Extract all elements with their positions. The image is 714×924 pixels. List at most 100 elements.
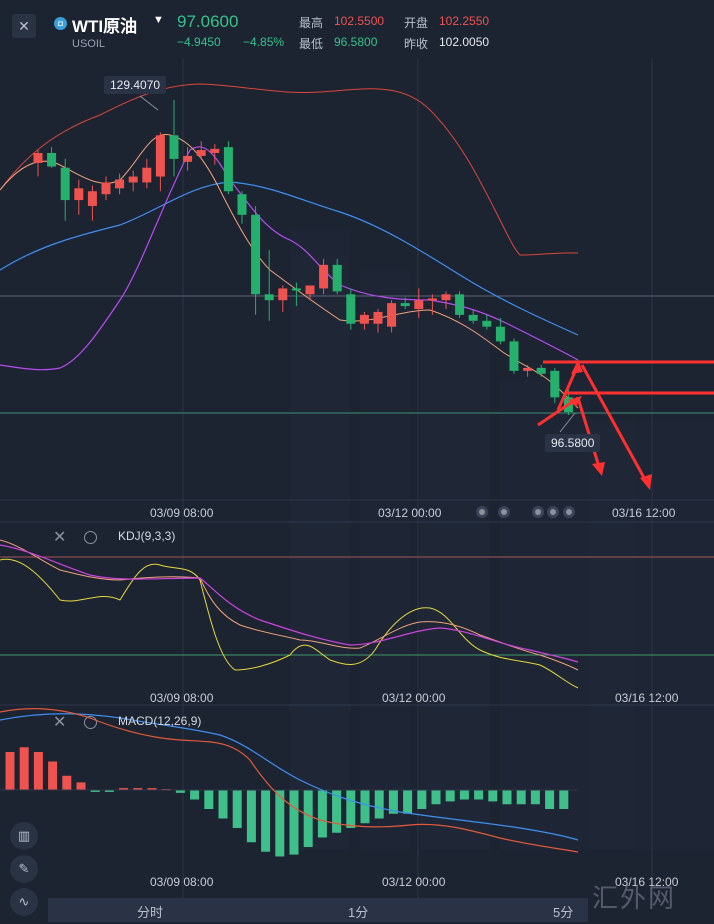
kdj-close-icon[interactable]: ✕ xyxy=(53,529,67,546)
macd-bar xyxy=(502,790,512,805)
candle-body xyxy=(155,135,165,177)
candle-body xyxy=(223,147,233,192)
candle-body xyxy=(210,148,220,153)
candle-body xyxy=(332,264,342,292)
macd-bar xyxy=(104,790,114,792)
candle-body xyxy=(60,167,70,201)
chart-background xyxy=(0,58,714,898)
macd-bar xyxy=(204,790,214,809)
arrow-down-long xyxy=(580,364,650,486)
chevron-down-icon[interactable]: ▼ xyxy=(153,14,164,26)
time-label-kdj-2: 03/16 12:00 xyxy=(615,691,679,705)
macd-bar xyxy=(459,790,469,800)
macd-bar xyxy=(545,790,555,809)
pencil-icon: ✎ xyxy=(18,861,30,876)
macd-bar xyxy=(417,790,427,809)
timeframe-5min[interactable]: 5分 xyxy=(553,905,574,920)
candle-body xyxy=(74,188,84,201)
kdj-d-line xyxy=(0,544,579,663)
macd-bar xyxy=(147,788,157,790)
arrow-heads xyxy=(568,360,652,490)
site-watermark: 汇外网 xyxy=(592,884,677,914)
chart-pager-dots[interactable] xyxy=(476,506,575,518)
time-label-kdj-0: 03/09 08:00 xyxy=(150,691,214,705)
macd-bar xyxy=(431,790,441,805)
macd-bar xyxy=(317,790,327,838)
macd-bar xyxy=(246,790,256,843)
macd-bar xyxy=(388,790,398,814)
close-button[interactable]: ✕ xyxy=(12,14,36,38)
candle-body xyxy=(359,314,369,324)
macd-bar xyxy=(5,752,15,790)
macd-settings-icon[interactable] xyxy=(84,716,97,729)
candle-body xyxy=(455,294,465,315)
candle-body xyxy=(468,314,478,321)
symbol-name[interactable]: WTI原油 xyxy=(72,17,138,36)
vertical-gridlines xyxy=(182,58,653,898)
macd-bar xyxy=(403,790,413,814)
price-change: −4.9450 xyxy=(177,35,221,49)
macd-histogram xyxy=(5,747,569,857)
high-value: 102.5500 xyxy=(334,14,385,28)
candle-body xyxy=(169,135,179,159)
min-pointer xyxy=(559,412,576,433)
candle-body xyxy=(264,294,274,301)
candle-body xyxy=(400,303,410,307)
kdj-settings-icon[interactable] xyxy=(84,531,97,544)
candle-body xyxy=(142,167,152,183)
macd-bar xyxy=(33,752,43,790)
timeframe-1min[interactable]: 1分 xyxy=(348,905,369,920)
candle-body xyxy=(495,326,505,342)
candle-body xyxy=(183,155,193,162)
macd-bar xyxy=(133,788,143,790)
candle-body xyxy=(291,288,301,291)
time-label-kdj-1: 03/12 00:00 xyxy=(382,691,446,705)
candlestick-series xyxy=(33,100,573,415)
quote-header: ✕ ◘ WTI原油 ▼ USOIL 97.0600 −4.9450 −4.85%… xyxy=(0,0,714,58)
candle-body xyxy=(509,341,519,371)
low-value: 96.5800 xyxy=(334,35,378,49)
bollinger-upper-band xyxy=(0,83,579,256)
arrowhead-down-short xyxy=(592,462,605,476)
max-pointer xyxy=(139,95,159,111)
macd-bar xyxy=(19,747,29,790)
candle-body xyxy=(47,152,57,167)
prev-close-label: 昨收 xyxy=(404,37,429,51)
candle-body xyxy=(387,303,397,327)
macd-bar xyxy=(488,790,498,802)
timeframe-bar xyxy=(48,898,588,922)
prev-close-value: 102.0050 xyxy=(439,35,490,49)
timeframe-tick[interactable]: 分时 xyxy=(137,905,164,920)
time-label-macd-2: 03/16 12:00 xyxy=(615,875,679,889)
candle-body xyxy=(414,300,424,310)
symbol-badge-icon: ◘ xyxy=(54,17,67,30)
macd-bar xyxy=(62,775,72,790)
candle-body xyxy=(373,311,383,324)
symbol-code: USOIL xyxy=(72,38,106,50)
indicator-button[interactable]: ∿ xyxy=(10,888,38,916)
candle-body xyxy=(115,179,125,189)
macd-bar xyxy=(76,782,86,790)
ma-long-line xyxy=(0,181,579,336)
candle-body xyxy=(305,285,315,295)
max-price-callout: 129.4070 xyxy=(104,76,167,94)
macd-dif-line xyxy=(0,713,579,841)
macd-bar xyxy=(261,790,271,852)
candle-type-button[interactable]: ▥ xyxy=(10,822,38,850)
candle-body xyxy=(550,370,560,398)
ma-mid-line xyxy=(0,146,579,371)
high-label: 最高 xyxy=(299,16,324,30)
macd-bar xyxy=(346,790,356,828)
close-icon: ✕ xyxy=(18,17,30,34)
macd-label: MACD(12,26,9) xyxy=(118,714,202,728)
low-label: 最低 xyxy=(299,37,324,51)
candle-body xyxy=(427,298,437,301)
macd-bar xyxy=(190,790,200,800)
draw-tool-button[interactable]: ✎ xyxy=(10,855,38,883)
macd-bar xyxy=(218,790,228,819)
kdj-k-line xyxy=(0,539,579,671)
macd-bar xyxy=(289,790,299,855)
macd-close-icon[interactable]: ✕ xyxy=(53,714,67,731)
macd-bar xyxy=(445,790,455,802)
